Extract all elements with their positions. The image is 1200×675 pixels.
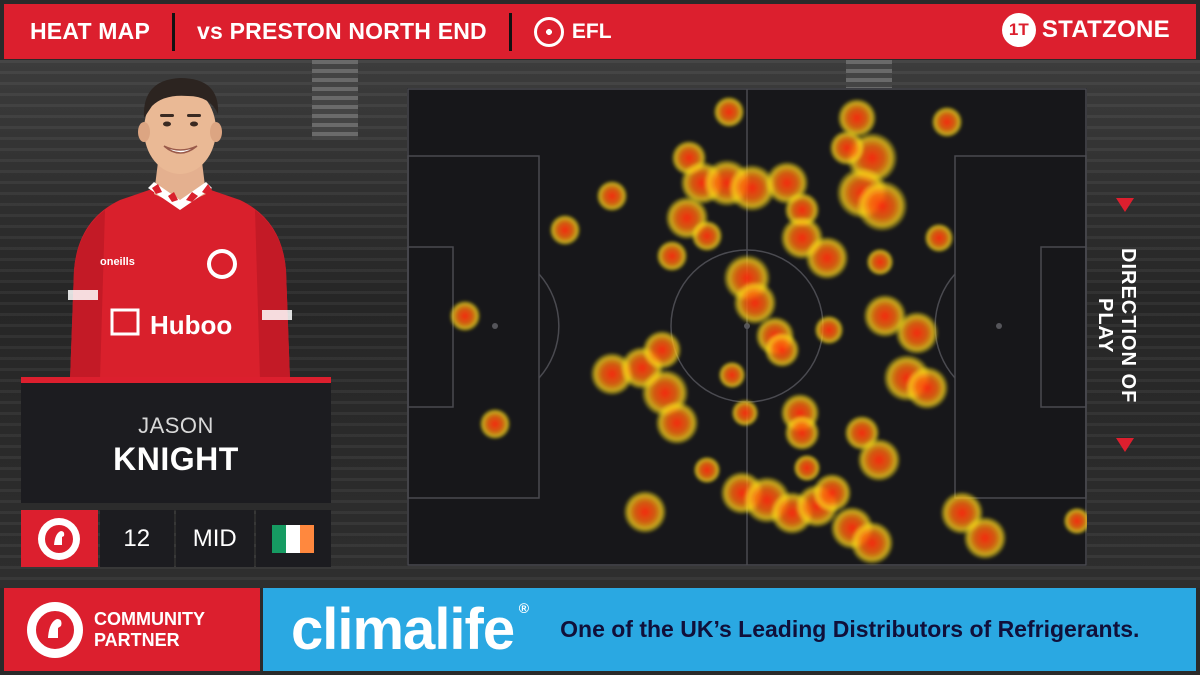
club-crest-icon [38,517,81,560]
statzone-wordmark: STATZONE [1041,16,1170,43]
statzone-logo: 1T STATZONE [1001,13,1170,47]
nationality-cell [255,510,331,567]
player-info-row: 12 MID [21,510,331,567]
club-crest-icon [27,601,83,658]
heat-blob [963,516,1007,560]
direction-arrow-icon [1116,438,1134,452]
header-bar: HEAT MAP vs PRESTON NORTH END EFL 1T STA… [4,4,1196,59]
heat-blob [856,180,908,232]
player-first-name: JASON [138,413,214,438]
direction-label: DIRECTION OF PLAY [1094,248,1139,404]
heat-blob [931,106,963,138]
footer-banner: COMMUNITY PARTNER climalife ® One of the … [4,588,1196,671]
direction-arrow-icon [1116,198,1134,212]
stand-aisle [312,60,358,140]
heat-blob [449,300,481,332]
heat-blob [793,454,821,482]
heat-blob [718,361,746,389]
heat-blob [812,473,852,513]
heat-blobs [449,96,1087,565]
player-photo: oneills Huboo [68,78,292,380]
heat-blob [713,96,745,128]
player-last-name: KNIGHT [113,441,239,477]
heat-blob [829,130,865,166]
header-divider [508,12,512,51]
efl-badge: EFL [533,16,612,47]
statzone-mark-icon: 1T [1001,13,1036,47]
heat-blob [905,366,949,410]
partner-line1: COMMUNITY [94,608,205,629]
sponsor-box-icon [110,308,140,336]
heat-blob [1063,507,1087,535]
squad-number: 12 [99,510,175,567]
heat-blob [549,214,581,246]
sponsor-logo: climalife ® [291,596,529,663]
heat-blob [479,408,511,440]
registered-mark: ® [518,600,529,616]
ireland-flag-icon [272,524,315,553]
opponent-label: vs PRESTON NORTH END [197,18,487,44]
header-divider [172,12,176,51]
heat-blob [866,248,894,276]
heat-blob [924,223,954,253]
pitch-spots [492,323,1002,329]
heat-blob [733,281,777,325]
heat-blob [596,180,628,212]
competition-label: EFL [571,19,612,43]
partner-line2: PARTNER [94,629,180,650]
heat-blob [728,164,776,212]
heat-blob [784,415,820,451]
sponsor-tagline: One of the UK’s Leading Distributors of … [560,616,1140,642]
heat-blob [691,220,723,252]
heat-blob [850,521,894,565]
kit-maker-label: oneills [100,256,135,268]
efl-ball-icon [533,16,564,47]
heat-blob [655,401,699,445]
heat-blob [805,236,849,280]
direction-of-play: DIRECTION OF PLAY [1094,196,1144,460]
heat-blob [642,330,682,370]
sponsor-panel: climalife ® One of the UK’s Leading Distr… [263,588,1196,671]
heat-blob [693,456,721,484]
heat-blob [623,490,667,534]
heat-blob [764,332,800,368]
heat-blob [814,315,844,345]
heat-blob [731,399,759,427]
player-name-card: JASON KNIGHT [21,377,331,503]
heat-blob [857,438,901,482]
sponsor-wordmark: climalife [291,597,515,662]
page-title: HEAT MAP [30,18,151,44]
heat-blob [656,240,688,272]
club-crest-cell [21,510,98,567]
community-partner-panel: COMMUNITY PARTNER [4,588,260,671]
heat-blob [837,98,877,138]
player-position: MID [176,510,254,567]
heat-blob [895,311,939,355]
shirt-sponsor-label: Huboo [150,310,232,340]
heat-map-pitch [407,88,1087,566]
